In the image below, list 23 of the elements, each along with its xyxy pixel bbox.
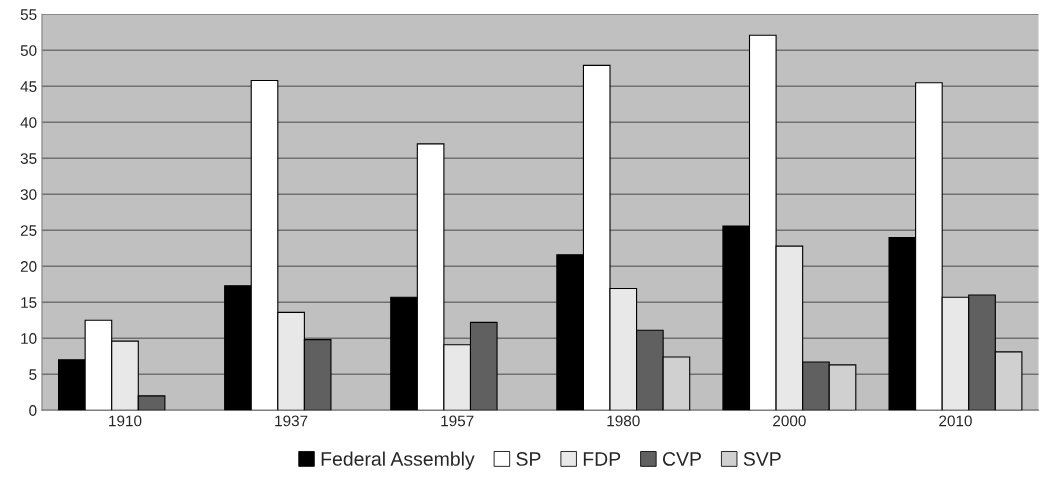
legend-label: SVP — [743, 452, 781, 466]
y-tick-label: 50 — [20, 45, 37, 56]
legend-label: FDP — [583, 452, 621, 466]
x-tick-label: 2010 — [939, 415, 972, 427]
legend-label: CVP — [662, 452, 701, 466]
y-tick-label: 0 — [29, 405, 37, 416]
x-tick-label: 1937 — [275, 415, 308, 427]
y-tick-label: 45 — [20, 81, 37, 92]
y-tick-label: 10 — [21, 333, 37, 344]
x-tick-label: 1957 — [441, 415, 474, 427]
y-tick-label: 30 — [20, 189, 37, 200]
legend-label: SP — [516, 452, 541, 466]
y-tick-label: 20 — [20, 261, 37, 272]
legend-label: Federal Assembly — [321, 451, 475, 470]
y-tick-label: 40 — [20, 117, 37, 128]
y-tick-label: 25 — [20, 225, 37, 236]
x-tick-label: 2000 — [773, 415, 806, 427]
y-tick-label: 55 — [20, 9, 37, 20]
y-tick-label: 5 — [29, 369, 37, 380]
x-tick-label: 1980 — [607, 415, 640, 427]
y-tick-label: 15 — [21, 297, 37, 308]
y-tick-label: 35 — [20, 153, 37, 164]
x-tick-label: 1910 — [109, 415, 142, 427]
